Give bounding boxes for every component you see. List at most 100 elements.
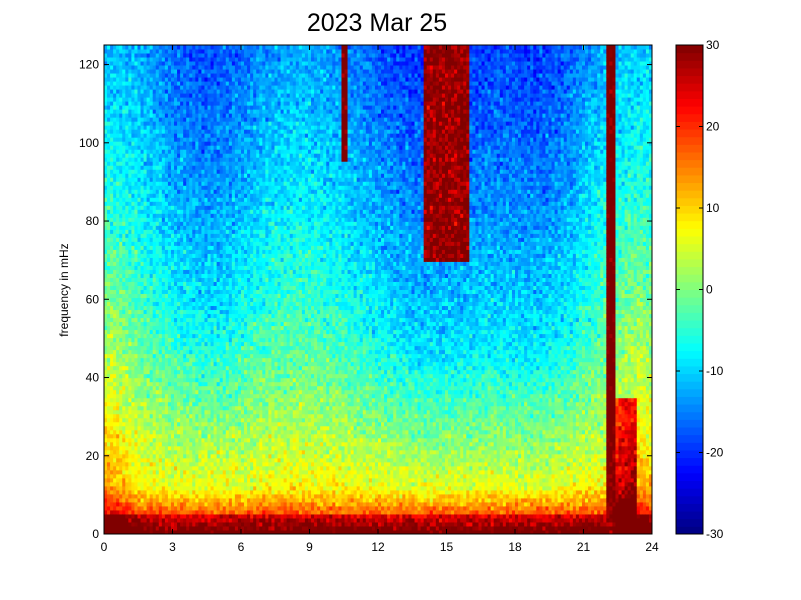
spectrogram-cell [116,421,120,427]
spectrogram-cell [177,253,181,258]
spectrogram-cell [116,97,120,102]
spectrogram-cell [180,405,184,411]
spectrogram-cell [140,69,145,74]
spectrogram-cell [116,117,120,122]
spectrogram-cell [222,449,227,455]
spectrogram-cell [225,85,230,90]
spectrogram-cell [201,113,205,118]
spectrogram-cell [146,173,151,178]
spectrogram-cell [149,293,154,299]
spectrogram-cell [183,201,187,206]
spectrogram-cell [170,313,175,319]
spectrogram-cell [195,269,199,274]
spectrogram-cell [131,213,135,218]
spectrogram-cell [134,205,138,210]
spectrogram-cell [131,353,135,359]
spectrogram-cell [207,105,212,110]
spectrogram-cell [164,181,169,186]
spectrogram-cell [204,409,209,415]
spectrogram-cell [210,317,215,323]
spectrogram-cell [204,117,209,122]
spectrogram-cell [180,353,184,359]
spectrogram-cell [149,353,154,359]
spectrogram-cell [198,281,202,286]
spectrogram-cell [167,473,172,479]
spectrogram-cell [164,401,169,407]
spectrogram-cell [174,113,178,118]
spectrogram-cell [131,497,135,503]
spectrogram-cell [113,345,117,351]
spectrogram-cell [119,121,123,126]
spectrogram-cell [186,117,190,122]
spectrogram-cell [198,129,202,134]
spectrogram-cell [222,133,227,138]
spectrogram-cell [189,69,193,74]
spectrogram-cell [158,437,163,443]
spectrogram-cell [125,49,129,54]
spectrogram-cell [146,389,151,395]
spectrogram-cell [192,117,196,122]
spectrogram-cell [213,441,218,447]
spectrogram-cell [104,417,108,423]
spectrogram-cell [110,321,114,327]
spectrogram-cell [164,285,169,290]
spectrogram-cell [140,261,145,266]
spectrogram-cell [225,113,230,118]
spectrogram-cell [225,257,230,262]
spectrogram-cell [125,397,129,403]
spectrogram-cell [128,485,132,491]
spectrogram-cell [210,229,215,234]
spectrogram-cell [152,97,157,102]
spectrogram-cell [113,461,117,467]
spectrogram-cell [149,525,154,531]
spectrogram-cell [134,229,138,234]
spectrogram-cell [131,297,135,303]
spectrogram-cell [131,137,135,142]
spectrogram-cell [143,409,148,415]
spectrogram-cell [149,221,154,226]
spectrogram-cell [164,517,169,523]
spectrogram-cell [183,513,187,519]
spectrogram-cell [158,269,163,274]
spectrogram-cell [116,89,120,94]
spectrogram-cell [198,249,202,254]
spectrogram-cell [143,93,148,98]
spectrogram-cell [164,269,169,274]
spectrogram-cell [131,197,135,202]
spectrogram-cell [216,201,221,206]
spectrogram-cell [122,433,126,439]
spectrogram-cell [161,137,166,142]
spectrogram-cell [222,529,227,535]
spectrogram-cell [158,45,163,50]
spectrogram-cell [225,469,230,475]
spectrogram-cell [119,53,123,58]
spectrogram-cell [140,237,145,242]
spectrogram-cell [137,289,142,295]
spectrogram-cell [201,517,205,523]
spectrogram-cell [167,357,172,363]
spectrogram-cell [216,113,221,118]
spectrogram-cell [170,481,175,487]
spectrogram-cell [152,389,157,395]
spectrogram-cell [177,301,181,307]
spectrogram-cell [143,181,148,186]
spectrogram-cell [134,53,138,58]
spectrogram-cell [167,101,172,106]
spectrogram-cell [180,109,184,114]
spectrogram-cell [204,129,209,134]
spectrogram-cell [198,245,202,250]
spectrogram-cell [143,505,148,511]
spectrogram-cell [128,241,132,246]
spectrogram-cell [207,301,212,307]
spectrogram-cell [116,345,120,351]
spectrogram-cell [110,457,114,463]
spectrogram-cell [161,489,166,495]
spectrogram-cell [183,205,187,210]
spectrogram-cell [167,445,172,451]
spectrogram-cell [134,437,138,443]
spectrogram-cell [149,373,154,379]
spectrogram-cell [213,141,218,146]
spectrogram-cell [140,153,145,158]
spectrogram-cell [110,57,114,62]
spectrogram-cell [110,429,114,435]
